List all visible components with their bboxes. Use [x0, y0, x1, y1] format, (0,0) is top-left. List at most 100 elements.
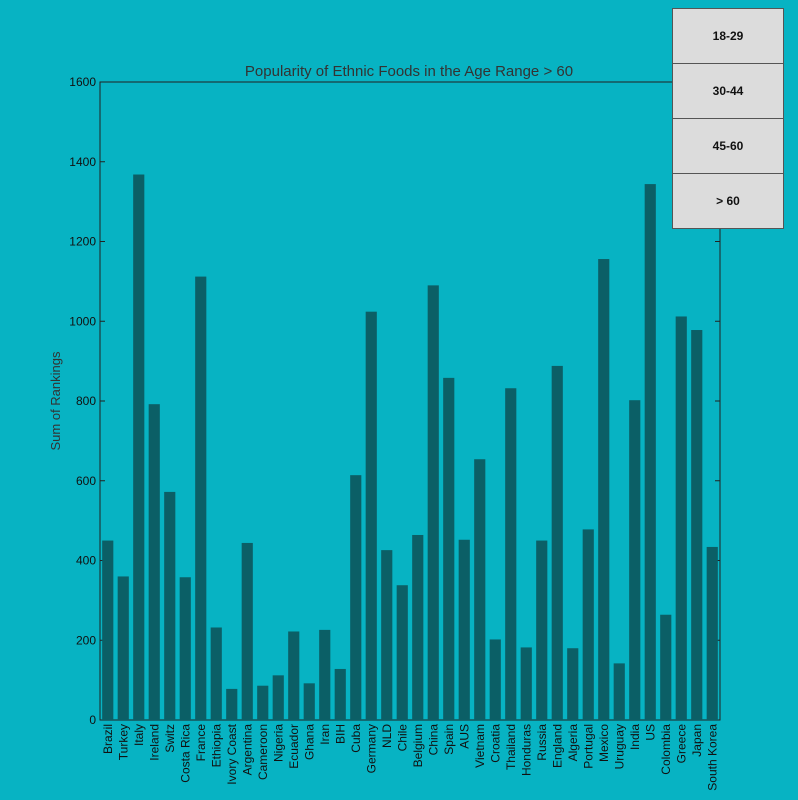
x-tick-label: Chile [395, 724, 409, 752]
x-tick-label: Costa Rica [178, 724, 192, 783]
bar-argentina [241, 542, 253, 720]
x-tick-label: France [194, 724, 208, 762]
bar-ireland [148, 404, 160, 720]
y-tick-label: 600 [76, 474, 96, 488]
age-range-selector: 18-29 30-44 45-60 > 60 [672, 8, 784, 229]
bar-bih [334, 668, 346, 720]
y-tick-label: 0 [89, 713, 96, 727]
bar-china [427, 285, 439, 720]
y-tick-label: 1600 [69, 75, 96, 89]
x-tick-label: Colombia [659, 724, 673, 775]
x-tick-label: Nigeria [271, 724, 285, 762]
bars [102, 174, 718, 720]
x-tick-label: Ireland [147, 724, 161, 761]
bar-belgium [412, 534, 424, 720]
y-tick-label: 400 [76, 554, 96, 568]
x-tick-label: AUS [457, 724, 471, 749]
age-button-18-29[interactable]: 18-29 [672, 8, 784, 64]
x-tick-label: US [643, 724, 657, 741]
x-tick-label: Thailand [504, 724, 518, 770]
bar-switz [164, 491, 176, 720]
x-tick-label: China [426, 724, 440, 756]
bar-colombia [660, 614, 672, 720]
bar-portugal [582, 529, 594, 720]
bar-greece [675, 316, 687, 720]
x-tick-label: Cuba [349, 724, 363, 753]
bar-us [644, 184, 656, 720]
x-tick-label: South Korea [705, 724, 719, 791]
chart-title: Popularity of Ethnic Foods in the Age Ra… [245, 63, 573, 80]
bar-chile [396, 585, 408, 720]
y-tick-label: 1400 [69, 155, 96, 169]
plot-area [99, 81, 721, 721]
x-tick-label: Honduras [519, 724, 533, 776]
x-tick-label: Vietnam [473, 724, 487, 768]
bar-aus [458, 539, 470, 720]
age-button-30-44[interactable]: 30-44 [672, 63, 784, 119]
bar-japan [691, 330, 703, 720]
bar-england [551, 365, 563, 720]
bar-mexico [598, 259, 610, 720]
bar-france [195, 276, 207, 720]
x-tick-label: Greece [674, 724, 688, 764]
x-tick-label: Germany [364, 724, 378, 773]
y-tick-label: 800 [76, 394, 96, 408]
x-tick-label: Portugal [581, 724, 595, 769]
x-tick-label: Ghana [302, 724, 316, 760]
bar-algeria [567, 648, 579, 720]
x-tick-label: Turkey [116, 724, 130, 760]
x-tick-label: Ecuador [287, 724, 301, 769]
age-button-over-60[interactable]: > 60 [672, 173, 784, 229]
x-tick-label: Mexico [597, 724, 611, 762]
y-axis-label: Sum of Rankings [48, 351, 63, 450]
bar-iran [319, 629, 331, 720]
bar-nld [381, 550, 393, 720]
y-tick-label: 1000 [69, 314, 96, 328]
x-axis-labels: Brazil Turkey Italy Ireland Switz Costa Rica F… [101, 723, 720, 790]
x-tick-label: BIH [333, 724, 347, 744]
x-tick-label: Uruguay [612, 724, 626, 769]
x-tick-label: Algeria [566, 724, 580, 762]
bar-germany [365, 311, 377, 720]
bar-ethiopia [210, 627, 222, 720]
x-tick-label: Russia [535, 724, 549, 761]
bar-brazil [102, 540, 114, 720]
y-axis: 0 200 400 600 800 1000 1200 1400 1600 [69, 75, 720, 727]
x-tick-label: Ivory Coast [225, 723, 239, 784]
y-tick-label: 200 [76, 633, 96, 647]
bar-ivory-coast [226, 688, 238, 720]
bar-thailand [505, 388, 517, 720]
x-tick-label: Spain [442, 724, 456, 755]
bar-ghana [303, 683, 315, 720]
bar-russia [536, 540, 548, 720]
x-tick-label: England [550, 724, 564, 768]
bar-cuba [350, 475, 362, 720]
x-tick-label: Croatia [488, 724, 502, 763]
x-tick-label: Italy [132, 724, 146, 746]
bar-uruguay [613, 663, 625, 720]
x-tick-label: Cameroon [256, 724, 270, 780]
bar-italy [133, 174, 145, 720]
bar-india [629, 400, 641, 720]
x-tick-label: India [628, 724, 642, 750]
x-tick-label: Iran [318, 724, 332, 745]
x-tick-label: Switz [163, 724, 177, 753]
x-tick-label: Ethiopia [209, 724, 223, 768]
bar-honduras [520, 647, 532, 720]
age-button-45-60[interactable]: 45-60 [672, 118, 784, 174]
bar-vietnam [474, 459, 486, 720]
bar-spain [443, 377, 455, 720]
x-tick-label: Belgium [411, 724, 425, 767]
x-tick-label: NLD [380, 724, 394, 748]
bar-croatia [489, 639, 501, 720]
y-tick-label: 1200 [69, 235, 96, 249]
x-tick-label: Brazil [101, 724, 115, 754]
bar-ecuador [288, 631, 300, 720]
bar-costa-rica [179, 577, 191, 720]
bar-cameroon [257, 685, 269, 720]
bar-nigeria [272, 675, 284, 720]
bar-turkey [117, 576, 129, 720]
x-tick-label: Japan [690, 724, 704, 757]
bar-south-korea [706, 546, 718, 720]
